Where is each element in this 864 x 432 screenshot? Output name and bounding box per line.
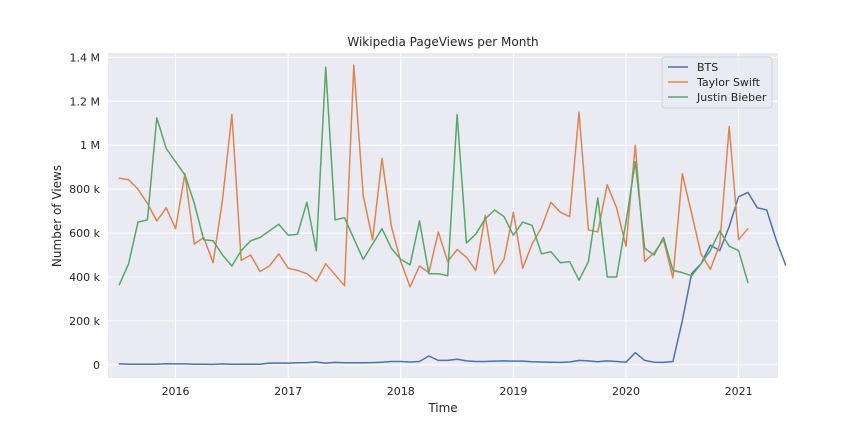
y-tick-labels: 0 200 k 400 k 600 k 800 k 1 M 1.2 M 1.4 M — [69, 51, 100, 371]
y-tick-label: 400 k — [69, 271, 100, 284]
x-tick-label: 2016 — [162, 385, 190, 398]
x-tick-labels: 2016 2017 2018 2019 2020 2021 — [162, 385, 753, 398]
series-line-bts — [118, 191, 787, 366]
x-tick-label: 2020 — [612, 385, 640, 398]
x-tick-label: 2018 — [387, 385, 415, 398]
series-line-justin-bieber — [118, 66, 749, 286]
x-tick-label: 2017 — [274, 385, 302, 398]
x-tick-label: 2019 — [499, 385, 527, 398]
y-tick-label: 600 k — [69, 227, 100, 240]
y-tick-label: 1.2 M — [70, 95, 100, 108]
legend-label-bts: BTS — [697, 61, 718, 74]
y-tick-label: 200 k — [69, 315, 100, 328]
legend: BTS Taylor Swift Justin Bieber — [661, 56, 773, 109]
legend-label-justin-bieber: Justin Bieber — [696, 91, 767, 104]
chart-title: Wikipedia PageViews per Month — [347, 35, 538, 49]
x-tick-label: 2021 — [725, 385, 753, 398]
y-axis-label: Number of Views — [50, 165, 64, 267]
series-line-taylor-swift — [118, 64, 749, 288]
series-layer — [118, 64, 787, 366]
y-tick-label: 1 M — [80, 139, 100, 152]
legend-label-taylor-swift: Taylor Swift — [696, 76, 761, 89]
y-tick-label: 800 k — [69, 183, 100, 196]
y-tick-label: 0 — [93, 359, 100, 372]
legend-box — [661, 56, 773, 109]
x-axis-label: Time — [427, 401, 457, 415]
y-tick-label: 1.4 M — [70, 51, 100, 64]
